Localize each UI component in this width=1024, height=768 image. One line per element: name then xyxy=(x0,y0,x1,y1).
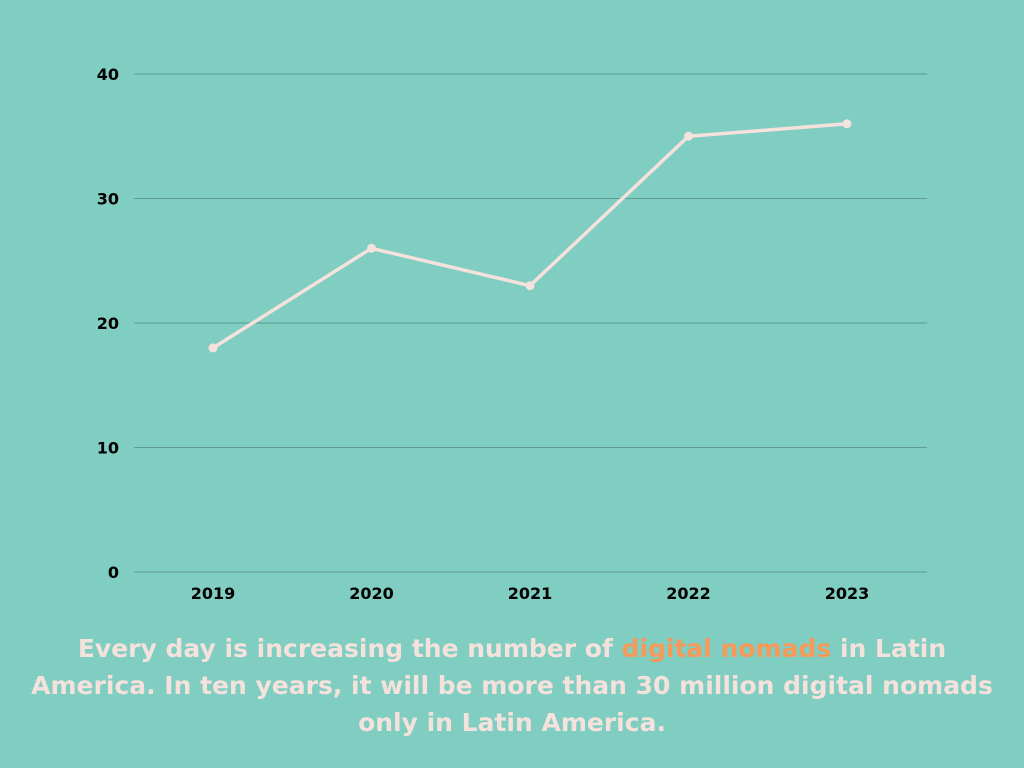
x-tick-label: 2022 xyxy=(666,584,711,603)
data-point-2022 xyxy=(684,131,693,141)
caption-text-before: Every day is increasing the number of xyxy=(77,634,622,663)
x-axis-ticks: 2019 2020 2021 2022 2023 xyxy=(191,584,870,603)
data-point-2020 xyxy=(367,243,376,253)
grid-lines xyxy=(134,73,927,573)
y-tick-label: 10 xyxy=(97,439,119,458)
caption-text-after: in Latin America. In ten years, it will … xyxy=(31,634,993,737)
x-tick-label: 2023 xyxy=(825,584,870,603)
y-tick-label: 20 xyxy=(97,314,119,333)
y-tick-label: 40 xyxy=(97,65,119,84)
y-axis-ticks: 0 10 20 30 40 xyxy=(97,65,119,582)
x-tick-label: 2020 xyxy=(349,584,394,603)
series-line-0 xyxy=(211,122,849,350)
y-tick-label: 0 xyxy=(108,563,119,582)
data-points xyxy=(208,119,852,353)
line-chart: 0 10 20 30 40 2019 2020 2021 2022 2023 xyxy=(97,65,927,603)
x-tick-label: 2021 xyxy=(508,584,553,603)
data-point-2023 xyxy=(842,119,852,129)
y-tick-label: 30 xyxy=(97,190,119,209)
data-point-2021 xyxy=(525,281,535,291)
data-point-2019 xyxy=(208,343,218,353)
series-line-group xyxy=(211,122,849,350)
caption-highlight: digital nomads xyxy=(621,634,832,663)
chart-caption: Every day is increasing the number of di… xyxy=(30,630,994,741)
x-tick-label: 2019 xyxy=(191,584,236,603)
